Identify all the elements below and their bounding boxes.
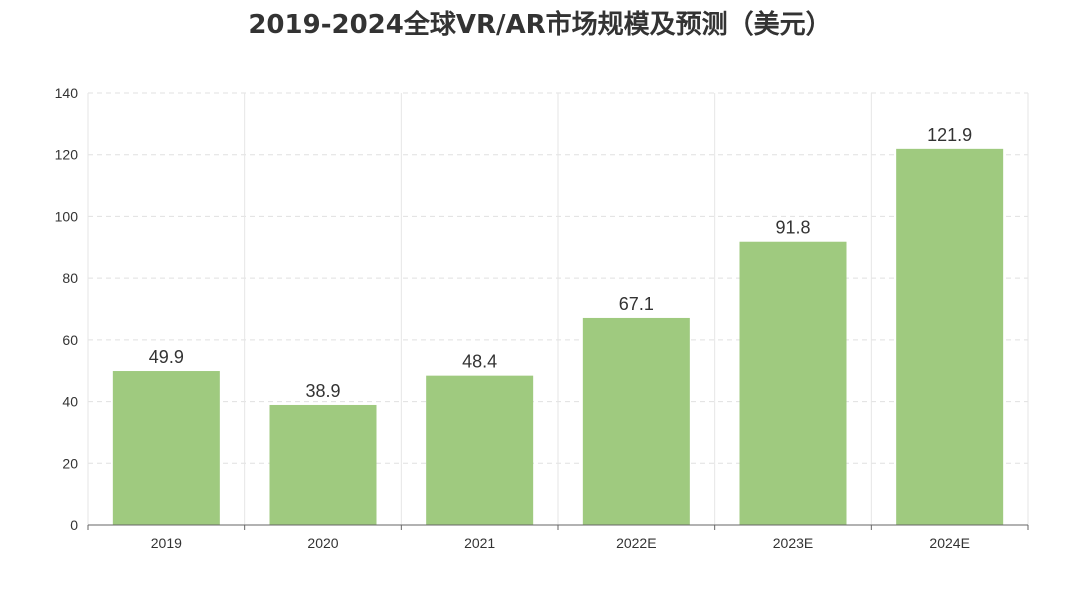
y-tick-label: 0 <box>70 517 78 533</box>
bar <box>426 375 534 525</box>
data-label: 49.9 <box>149 347 184 367</box>
x-tick-label: 2022E <box>616 535 656 551</box>
x-tick-label: 2021 <box>464 535 495 551</box>
y-tick-label: 40 <box>62 394 78 410</box>
y-tick-label: 120 <box>55 147 79 163</box>
bar <box>896 148 1004 525</box>
y-tick-label: 140 <box>55 85 79 101</box>
data-label: 67.1 <box>619 294 654 314</box>
bar <box>269 404 377 525</box>
bar <box>739 241 847 525</box>
y-tick-label: 20 <box>62 455 78 471</box>
data-label: 121.9 <box>927 125 972 145</box>
data-label: 91.8 <box>775 218 810 238</box>
x-tick-label: 2023E <box>773 535 813 551</box>
data-label: 38.9 <box>305 381 340 401</box>
chart-title: 2019-2024全球VR/AR市场规模及预测（美元） <box>248 10 832 40</box>
x-tick-label: 2020 <box>307 535 338 551</box>
bar <box>582 317 690 525</box>
x-tick-label: 2024E <box>929 535 969 551</box>
y-tick-label: 100 <box>55 208 79 224</box>
y-tick-label: 60 <box>62 332 78 348</box>
data-label: 48.4 <box>462 352 497 372</box>
bar <box>112 371 220 525</box>
y-tick-label: 80 <box>62 270 78 286</box>
x-tick-label: 2019 <box>151 535 182 551</box>
